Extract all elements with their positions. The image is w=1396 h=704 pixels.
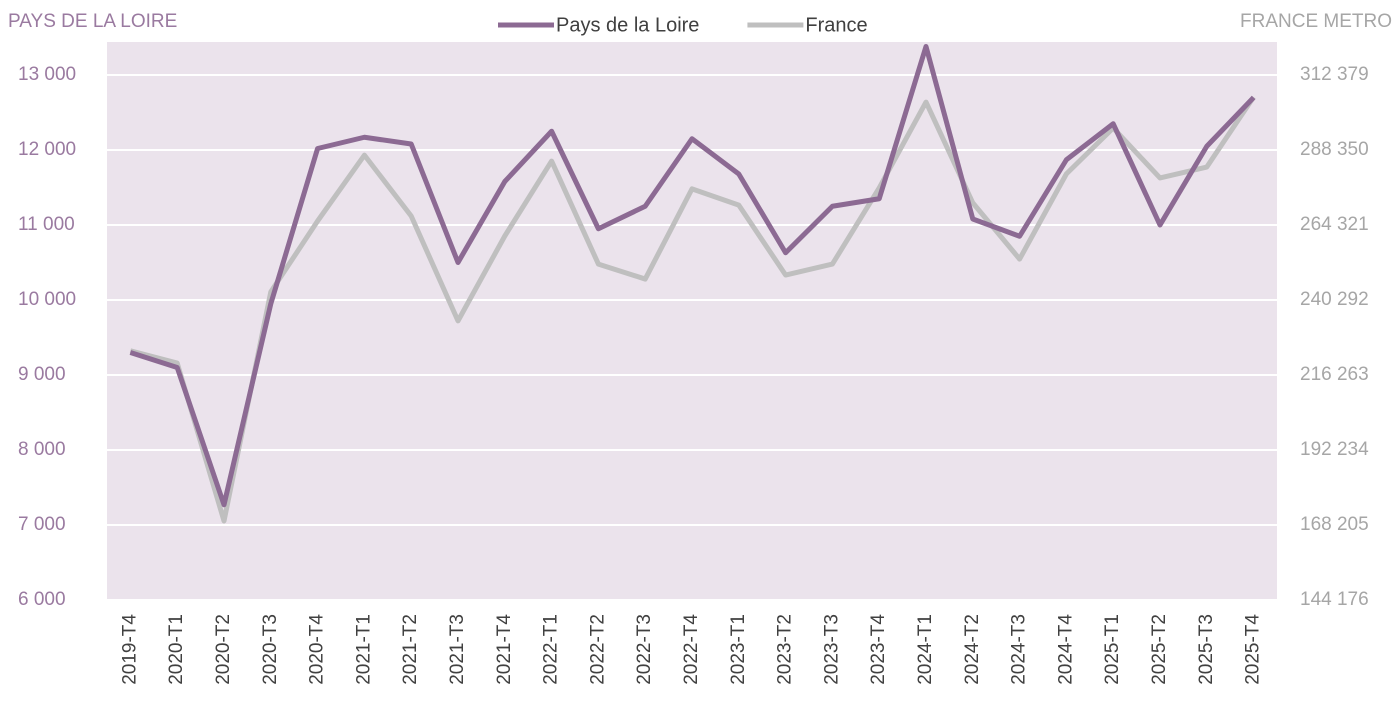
y2-tick-label: 192 234 [1300,439,1369,460]
x-tick-label: 2020-T3 [260,614,281,685]
x-tick-label: 2021-T1 [353,614,374,685]
y-axis-title: PAYS DE LA LOIRE [8,11,177,32]
y-tick-label: 11 000 [18,214,75,235]
x-tick-label: 2024-T3 [1009,614,1030,685]
y2-tick-label: 240 292 [1300,289,1369,310]
x-tick-label: 2021-T4 [494,614,515,685]
y-tick-label: 10 000 [18,289,76,310]
x-tick-label: 2019-T4 [119,614,140,685]
x-tick-label: 2021-T3 [447,614,468,685]
y2-tick-label: 144 176 [1300,589,1369,610]
y2-tick-label: 216 263 [1300,364,1369,385]
x-tick-label: 2023-T1 [728,614,749,685]
x-tick-label: 2024-T4 [1055,614,1076,685]
y2-axis-title: FRANCE METRO [1240,11,1392,32]
x-tick-label: 2024-T1 [915,614,936,685]
x-tick-label: 2024-T2 [962,614,983,685]
y-tick-label: 13 000 [18,64,76,85]
y-tick-label: 7 000 [18,514,66,535]
x-tick-label: 2022-T2 [587,614,608,685]
y-tick-label: 12 000 [18,139,76,160]
series-line [129,44,1256,508]
y-tick-label: 9 000 [18,364,66,385]
y2-tick-label: 288 350 [1300,139,1369,160]
x-tick-label: 2020-T2 [213,614,234,685]
x-tick-label: 2023-T3 [821,614,842,685]
series-line [129,95,1256,524]
y-tick-label: 8 000 [18,439,66,460]
x-tick-label: 2021-T2 [400,614,421,685]
x-tick-label: 2022-T3 [634,614,655,685]
x-tick-label: 2025-T1 [1102,614,1123,685]
x-tick-label: 2020-T4 [307,614,328,685]
x-tick-label: 2023-T2 [775,614,796,685]
x-tick-label: 2023-T4 [868,614,889,685]
x-tick-label: 2022-T4 [681,614,702,685]
y2-tick-label: 264 321 [1300,214,1369,235]
x-tick-label: 2025-T2 [1149,614,1170,685]
legend-label: Pays de la Loire [556,14,699,36]
x-tick-label: 2022-T1 [541,614,562,685]
x-tick-label: 2020-T1 [166,614,187,685]
y2-tick-label: 168 205 [1300,514,1369,535]
x-tick-label: 2025-T4 [1243,614,1264,685]
y-tick-label: 6 000 [18,589,66,610]
legend-label: France [805,14,867,36]
x-tick-label: 2025-T3 [1196,614,1217,685]
y2-tick-label: 312 379 [1300,64,1369,85]
plot-area [107,42,1277,600]
